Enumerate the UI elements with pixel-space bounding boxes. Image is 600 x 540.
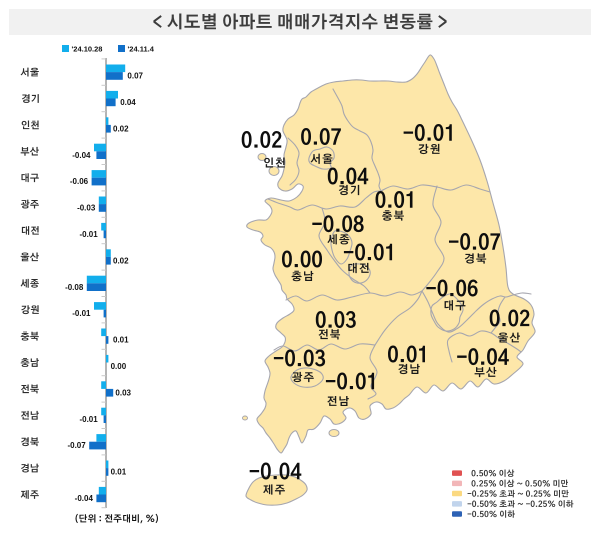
svg-text:-0.01: -0.01 [79, 415, 98, 424]
svg-text:0.00: 0.00 [111, 362, 127, 371]
svg-text:-0.03: -0.03 [77, 204, 96, 213]
svg-text:0.01: 0.01 [111, 468, 127, 477]
svg-text:0.07: 0.07 [127, 72, 143, 81]
svg-text:-0.04: -0.04 [72, 151, 91, 160]
svg-text:0.01: 0.01 [113, 336, 129, 345]
svg-text:-0.04: -0.04 [75, 494, 94, 503]
svg-text:'24.10.28: '24.10.28 [72, 45, 103, 54]
svg-text:-0.06: -0.06 [70, 177, 89, 186]
svg-text:-0.01: -0.01 [72, 309, 91, 318]
svg-text:0.02: 0.02 [113, 256, 129, 265]
svg-text:0.04: 0.04 [120, 98, 136, 107]
svg-text:'24.11.4: '24.11.4 [128, 45, 155, 54]
svg-text:-0.08: -0.08 [65, 283, 84, 292]
svg-text:-0.07: -0.07 [67, 441, 86, 450]
svg-text:0.02: 0.02 [113, 124, 129, 133]
svg-text:-0.01: -0.01 [79, 230, 98, 239]
svg-text:0.03: 0.03 [115, 388, 131, 397]
